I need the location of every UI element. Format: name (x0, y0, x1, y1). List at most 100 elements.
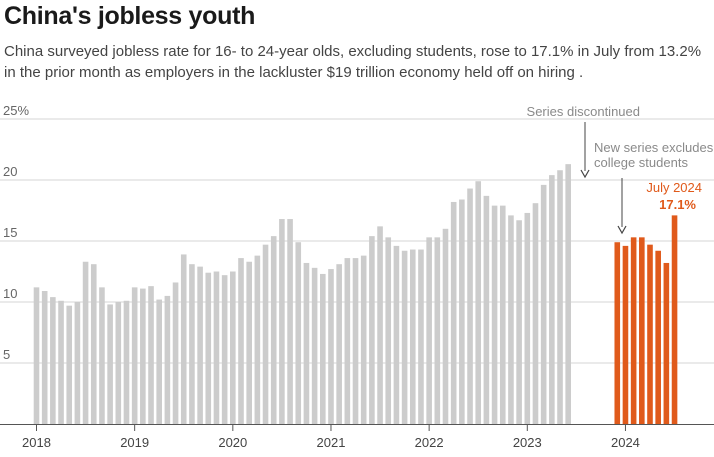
bar-old-series (442, 228, 449, 424)
bar-old-series (238, 258, 244, 424)
bar-old-series (287, 219, 293, 424)
bar-new-series (639, 237, 645, 424)
bar-old-series (50, 297, 56, 424)
bar-new-series (671, 215, 678, 424)
bar-old-series (246, 261, 252, 424)
y-tick-label: 10 (3, 286, 17, 301)
bar-old-series (221, 275, 228, 424)
bar-old-series (140, 288, 146, 424)
bar-old-series (344, 258, 351, 424)
bar-old-series (352, 258, 359, 424)
bar-old-series (499, 205, 506, 424)
bar-old-series (426, 237, 432, 424)
x-tick-label: 2023 (513, 435, 542, 450)
bar-old-series (491, 205, 498, 424)
bar-old-series (434, 237, 441, 424)
bar-old-series (508, 215, 514, 424)
bar-old-series (540, 184, 547, 424)
x-tick-label: 2018 (22, 435, 51, 450)
bar-old-series (475, 181, 482, 424)
bar-old-series (156, 299, 162, 424)
bar-old-series (74, 302, 81, 424)
bar-old-series (123, 300, 130, 424)
bar-old-series (524, 212, 531, 424)
y-tick-label: 5 (3, 347, 10, 362)
bar-old-series (393, 245, 400, 424)
bar-old-series (254, 255, 261, 424)
x-tick-label: 2019 (120, 435, 149, 450)
bar-old-series (189, 264, 195, 424)
bar-old-series (197, 266, 203, 424)
bar-old-series (549, 175, 555, 424)
bar-old-series (336, 264, 342, 424)
bar-old-series (164, 295, 171, 424)
bar-old-series (230, 271, 236, 424)
bar-old-series (303, 262, 310, 424)
bar-old-series (459, 199, 465, 424)
bar-old-series (401, 250, 408, 424)
bar-new-series (663, 262, 670, 424)
bar-old-series (205, 272, 212, 424)
x-tick-label: 2021 (317, 435, 346, 450)
bar-old-series (148, 286, 154, 424)
bar-old-series (467, 188, 473, 424)
x-tick-label: 2024 (611, 435, 640, 450)
latest-month-label: July 2024 (646, 180, 702, 195)
new-series-label-line2: college students (594, 155, 688, 170)
bar-old-series (377, 226, 383, 424)
bar-old-series (41, 291, 48, 424)
bar-new-series (622, 245, 629, 424)
bar-old-series (270, 236, 277, 424)
x-tick-label: 2020 (218, 435, 247, 450)
bar-old-series (450, 201, 457, 424)
new-series-arrowhead (617, 225, 627, 235)
bar-old-series (557, 170, 563, 424)
x-tick-label: 2022 (415, 435, 444, 450)
bar-old-series (82, 261, 89, 424)
latest-value-label: 17.1% (659, 197, 696, 212)
y-tick-label: 20 (3, 164, 17, 179)
bar-new-series (647, 244, 653, 424)
bar-old-series (532, 203, 539, 424)
bar-old-series (213, 271, 220, 424)
bar-old-series (565, 164, 571, 424)
bar-old-series (115, 302, 122, 424)
bars (33, 164, 678, 424)
bar-old-series (295, 242, 302, 424)
chart-subtitle: China surveyed jobless rate for 16- to 2… (4, 43, 702, 81)
chart-title: China's jobless youth (4, 2, 256, 30)
bar-old-series (131, 287, 138, 424)
annotations: Series discontinued New series excludes … (527, 104, 714, 235)
y-tick-label: 15 (3, 225, 17, 240)
bar-old-series (262, 244, 269, 424)
bar-old-series (58, 300, 64, 424)
y-tick-label: 25% (3, 103, 29, 118)
bar-old-series (385, 237, 392, 424)
bar-old-series (172, 282, 179, 424)
bar-old-series (360, 255, 367, 424)
bar-old-series (180, 254, 187, 424)
bar-old-series (279, 219, 285, 424)
bar-old-series (311, 267, 318, 424)
bar-old-series (320, 273, 326, 424)
series-discontinued-label: Series discontinued (527, 104, 640, 119)
series-discontinued-arrowhead (580, 169, 590, 179)
new-series-label-line1: New series excludes (594, 140, 714, 155)
bar-old-series (99, 287, 105, 424)
bar-old-series (369, 236, 375, 424)
x-axis: 2018 2019 2020 2021 2022 2023 2024 (0, 424, 714, 450)
bar-new-series (614, 242, 621, 424)
bar-old-series (90, 264, 97, 424)
bar-old-series (418, 249, 424, 424)
bar-old-series (66, 305, 73, 424)
bar-old-series (33, 287, 40, 424)
bar-old-series (328, 269, 334, 424)
bar-old-series (409, 249, 416, 424)
bar-new-series (655, 250, 661, 424)
bar-old-series (516, 220, 522, 424)
bar-old-series (107, 304, 113, 424)
y-axis-tick-labels: 25% 20 15 10 5 (3, 103, 29, 362)
bar-old-series (483, 195, 490, 424)
bar-new-series (630, 237, 637, 424)
